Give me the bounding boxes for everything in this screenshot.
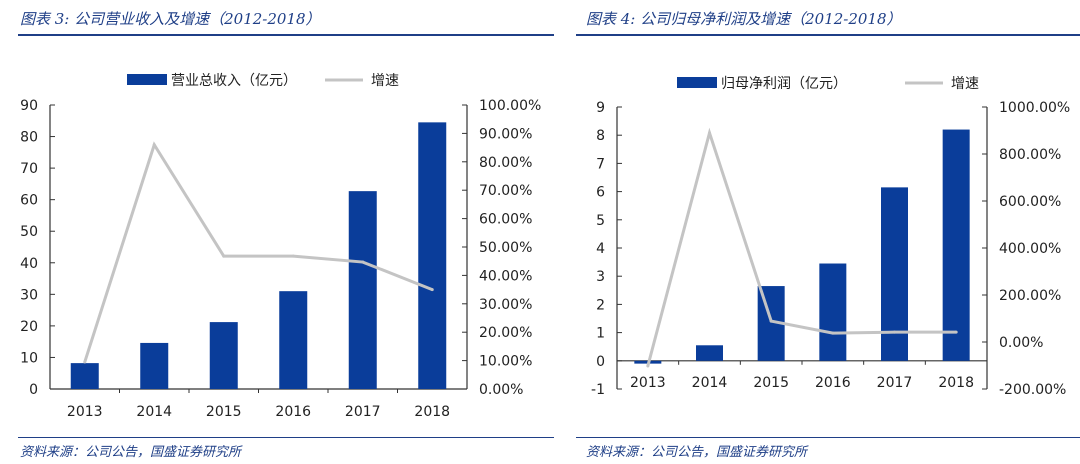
right-tick-label: 70.00% — [479, 183, 532, 199]
right-tick-label: 1000.00% — [999, 100, 1070, 116]
bar-2017 — [348, 191, 377, 389]
right-tick-label: 0.00% — [479, 382, 523, 398]
source-note: 资料来源：公司公告，国盛证券研究所 — [586, 445, 808, 460]
right-tick-label: 60.00% — [479, 212, 532, 228]
bar-2016 — [279, 291, 308, 389]
growth-point-2013 — [646, 364, 650, 368]
left-tick-label: 1 — [596, 326, 605, 342]
right-tick-label: 100.00% — [479, 98, 541, 114]
left-tick-label: 80 — [20, 130, 38, 146]
left-tick-label: 30 — [20, 287, 38, 303]
left-tick-label: 0 — [29, 382, 38, 398]
x-tick-label: 2016 — [815, 375, 851, 391]
x-tick-label: 2015 — [206, 404, 242, 420]
right-tick-label: 40.00% — [479, 268, 532, 284]
bar-2017 — [881, 187, 908, 361]
right-tick-label: 20.00% — [479, 325, 532, 341]
bar-2016 — [819, 263, 847, 361]
bar-2018 — [942, 129, 970, 361]
legend-bar-swatch — [677, 77, 717, 88]
growth-point-2013 — [83, 360, 87, 364]
bar-2013 — [70, 363, 99, 389]
right-tick-label: 80.00% — [479, 155, 532, 171]
growth-point-2015 — [222, 254, 226, 258]
growth-point-2017 — [361, 260, 365, 264]
left-tick-label: 6 — [596, 185, 605, 201]
bar-2014 — [140, 342, 169, 389]
growth-point-2014 — [152, 143, 156, 147]
bar-2015 — [209, 322, 238, 389]
left-tick-label: 40 — [20, 256, 38, 272]
right-tick-label: 50.00% — [479, 240, 532, 256]
right-tick-label: 10.00% — [479, 354, 532, 370]
growth-point-2018 — [954, 330, 958, 334]
x-tick-label: 2013 — [67, 404, 103, 420]
x-tick-label: 2018 — [414, 404, 450, 420]
right-tick-label: 400.00% — [999, 241, 1061, 257]
right-tick-label: 600.00% — [999, 194, 1061, 210]
bar-2014 — [696, 345, 723, 361]
right-tick-label: 800.00% — [999, 147, 1061, 163]
left-tick-label: 50 — [20, 224, 38, 240]
left-tick-label: 7 — [596, 156, 605, 172]
chart-title-revenue: 图表 3: 公司营业收入及增速（2012-2018） — [20, 10, 321, 28]
legend-line-label: 增速 — [951, 76, 979, 92]
x-tick-label: 2014 — [692, 375, 728, 391]
x-tick-label: 2017 — [877, 375, 913, 391]
left-tick-label: 70 — [20, 161, 38, 177]
left-tick-label: 4 — [596, 241, 605, 257]
left-tick-label: 10 — [20, 350, 38, 366]
left-tick-label: 8 — [596, 128, 605, 144]
x-tick-label: 2018 — [938, 375, 974, 391]
growth-line — [83, 141, 433, 363]
left-tick-label: 3 — [596, 269, 605, 285]
footer-divider — [576, 437, 1080, 438]
left-tick-label: 5 — [596, 213, 605, 229]
title-divider — [576, 34, 1080, 36]
right-tick-label: 200.00% — [999, 288, 1061, 304]
x-tick-label: 2015 — [753, 375, 789, 391]
bar-2018 — [418, 122, 447, 389]
right-tick-label: 90.00% — [479, 126, 532, 142]
right-tick-label: 30.00% — [479, 297, 532, 313]
left-tick-label: 60 — [20, 193, 38, 209]
growth-point-2015 — [769, 319, 773, 323]
chart-title-profit: 图表 4: 公司归母净利润及增速（2012-2018） — [586, 10, 902, 28]
legend-bar-swatch — [127, 74, 167, 85]
growth-point-2018 — [430, 288, 434, 292]
right-tick-label: 0.00% — [999, 335, 1043, 351]
left-tick-label: 20 — [20, 319, 38, 335]
x-tick-label: 2014 — [136, 404, 172, 420]
growth-point-2016 — [831, 331, 835, 335]
footer-divider — [18, 437, 554, 438]
left-tick-label: 9 — [596, 100, 605, 116]
growth-line — [646, 127, 957, 367]
growth-point-2017 — [893, 330, 896, 334]
right-tick-label: -200.00% — [999, 382, 1066, 398]
x-tick-label: 2017 — [345, 404, 381, 420]
source-note: 资料来源：公司公告，国盛证券研究所 — [20, 445, 242, 460]
title-divider — [18, 34, 554, 36]
legend-line-label: 增速 — [371, 73, 399, 89]
growth-point-2016 — [291, 254, 295, 258]
x-tick-label: 2016 — [275, 404, 311, 420]
x-tick-label: 2013 — [630, 375, 666, 391]
growth-point-2014 — [708, 131, 711, 135]
left-tick-label: 90 — [20, 98, 38, 114]
legend-bar-label: 归母净利润（亿元） — [721, 75, 847, 92]
legend-bar-label: 营业总收入（亿元） — [171, 73, 297, 89]
left-tick-label: -1 — [591, 382, 605, 398]
left-tick-label: 0 — [596, 354, 605, 370]
left-tick-label: 2 — [596, 297, 605, 313]
